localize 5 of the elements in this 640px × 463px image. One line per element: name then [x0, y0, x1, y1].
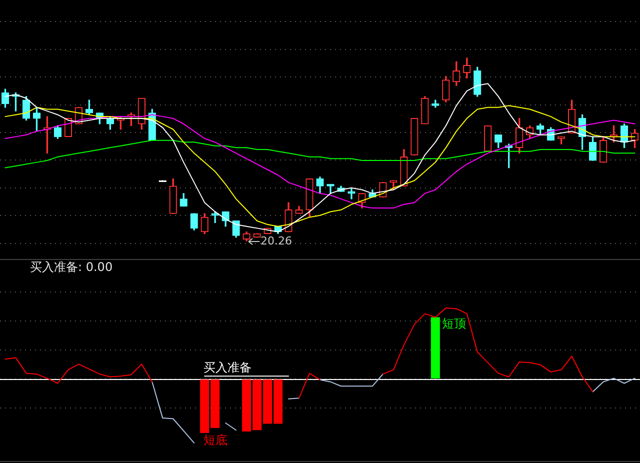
- series-label: 短底: [204, 433, 228, 448]
- chart-title: 买入准备: 0.00: [30, 260, 113, 274]
- series-label: 买入准备: [204, 360, 252, 374]
- annotation: 20.26: [260, 234, 292, 248]
- series-label: 短顶: [442, 316, 466, 330]
